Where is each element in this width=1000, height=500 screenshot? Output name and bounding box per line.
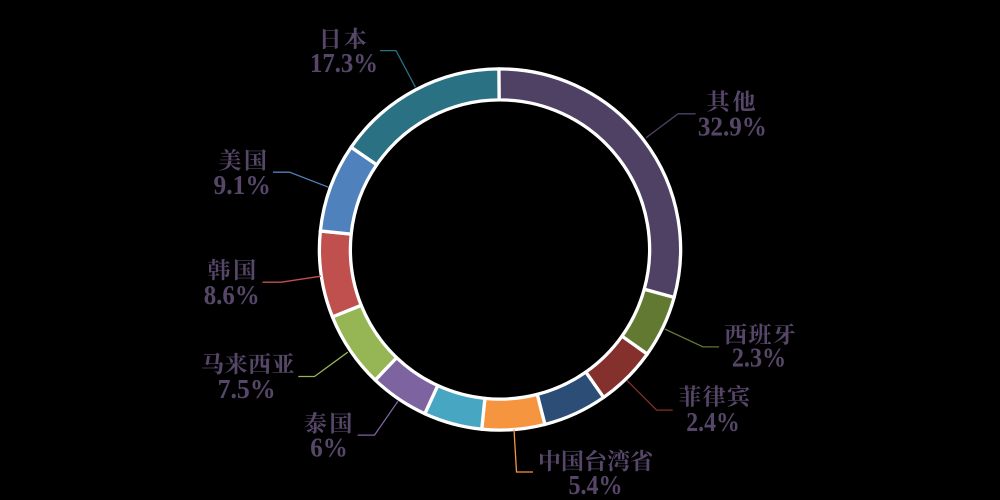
svg-text:2.4%: 2.4%: [686, 407, 739, 437]
svg-text:2.3%: 2.3%: [732, 343, 786, 373]
svg-text:5.4%: 5.4%: [569, 470, 623, 500]
svg-text:9.1%: 9.1%: [214, 170, 271, 200]
svg-text:7.5%: 7.5%: [218, 374, 276, 404]
svg-text:17.3%: 17.3%: [310, 48, 378, 78]
svg-text:8.6%: 8.6%: [204, 280, 260, 310]
svg-text:32.9%: 32.9%: [698, 112, 767, 142]
svg-text:6%: 6%: [310, 432, 348, 462]
